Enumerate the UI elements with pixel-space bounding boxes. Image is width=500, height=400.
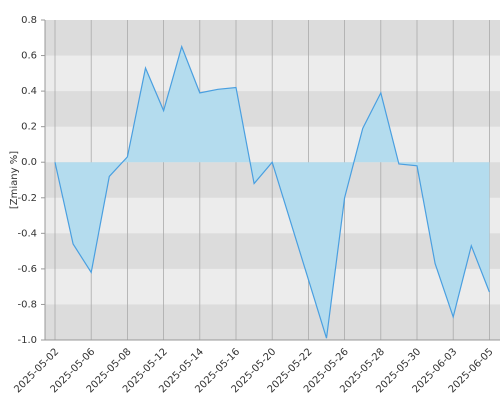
y-tick-label: 0.0 [21,157,37,168]
y-tick-label: 0.8 [21,15,37,26]
y-tick-label: -0.8 [17,299,37,310]
y-tick-label: 0.2 [21,122,37,133]
y-tick-label: -0.4 [17,228,37,239]
area [55,46,490,339]
y-tick-label: -0.2 [17,193,37,204]
line [54,44,490,339]
y-tick-label: 0.4 [21,86,37,97]
y-tick-label: -1.0 [17,335,37,346]
y-tick-label: 0.6 [21,51,37,62]
y-axis-label: [Zmiany %] [9,151,20,209]
y-tick-label: -0.6 [17,264,37,275]
